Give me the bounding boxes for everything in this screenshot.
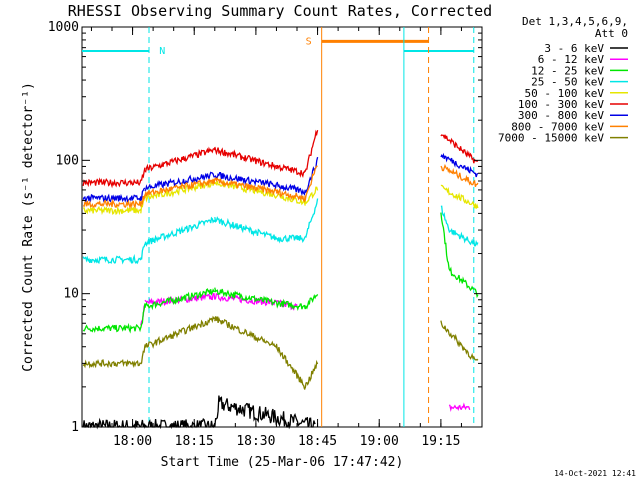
saa-flag-label: S xyxy=(306,36,312,47)
x-axis: 18:00 18:15 18:30 18:45 19:00 19:15 xyxy=(90,27,462,449)
legend-entry-label: 800 - 7000 keV xyxy=(511,120,604,133)
legend-entry-label: 3 - 6 keV xyxy=(544,42,604,55)
legend-entry-label: 25 - 50 keV xyxy=(531,76,604,89)
legend-entry-label: 6 - 12 keV xyxy=(538,53,605,66)
y-tick-label: 1 xyxy=(71,420,79,435)
y-tick-label: 10 xyxy=(63,287,79,302)
series-line xyxy=(82,129,479,189)
x-tick-label: 18:15 xyxy=(175,434,214,449)
chart-title: RHESSI Observing Summary Count Rates, Co… xyxy=(68,2,492,20)
legend-entry-label: 12 - 25 keV xyxy=(531,64,604,77)
legend-entry-label: 100 - 300 keV xyxy=(518,98,604,111)
x-tick-label: 18:30 xyxy=(236,434,275,449)
series-line xyxy=(82,212,479,334)
y-axis-label: Corrected Count Rate (s⁻¹ detector⁻¹) xyxy=(21,82,36,372)
y-tick-label: 1000 xyxy=(48,20,79,35)
series-line xyxy=(82,163,479,210)
night-flag-label: N xyxy=(159,46,165,57)
legend-entry-label: 50 - 100 keV xyxy=(525,87,605,100)
x-tick-label: 19:00 xyxy=(360,434,399,449)
x-tick-label: 18:00 xyxy=(113,434,152,449)
legend-entry-label: 7000 - 15000 keV xyxy=(498,132,604,145)
series-layer xyxy=(82,129,479,430)
x-axis-label: Start Time (25-Mar-06 17:47:42) xyxy=(161,455,404,470)
footer-timestamp: 14-Oct-2021 12:41 xyxy=(554,469,636,478)
plot-frame xyxy=(81,26,483,428)
legend-entry-label: 300 - 800 keV xyxy=(518,109,604,122)
series-line xyxy=(82,198,479,265)
series-line xyxy=(140,292,471,412)
series-line xyxy=(82,315,479,390)
series-line xyxy=(82,395,316,430)
series-line xyxy=(82,152,479,204)
flag-layer: NS xyxy=(82,27,475,427)
legend-title: Att 0 xyxy=(595,27,628,40)
legend-title: Det 1,3,4,5,6,9, xyxy=(522,15,628,28)
x-tick-label: 19:15 xyxy=(421,434,460,449)
y-axis: 1 10 100 1000 xyxy=(48,20,482,435)
y-tick-label: 100 xyxy=(56,153,79,168)
x-tick-label: 18:45 xyxy=(298,434,337,449)
